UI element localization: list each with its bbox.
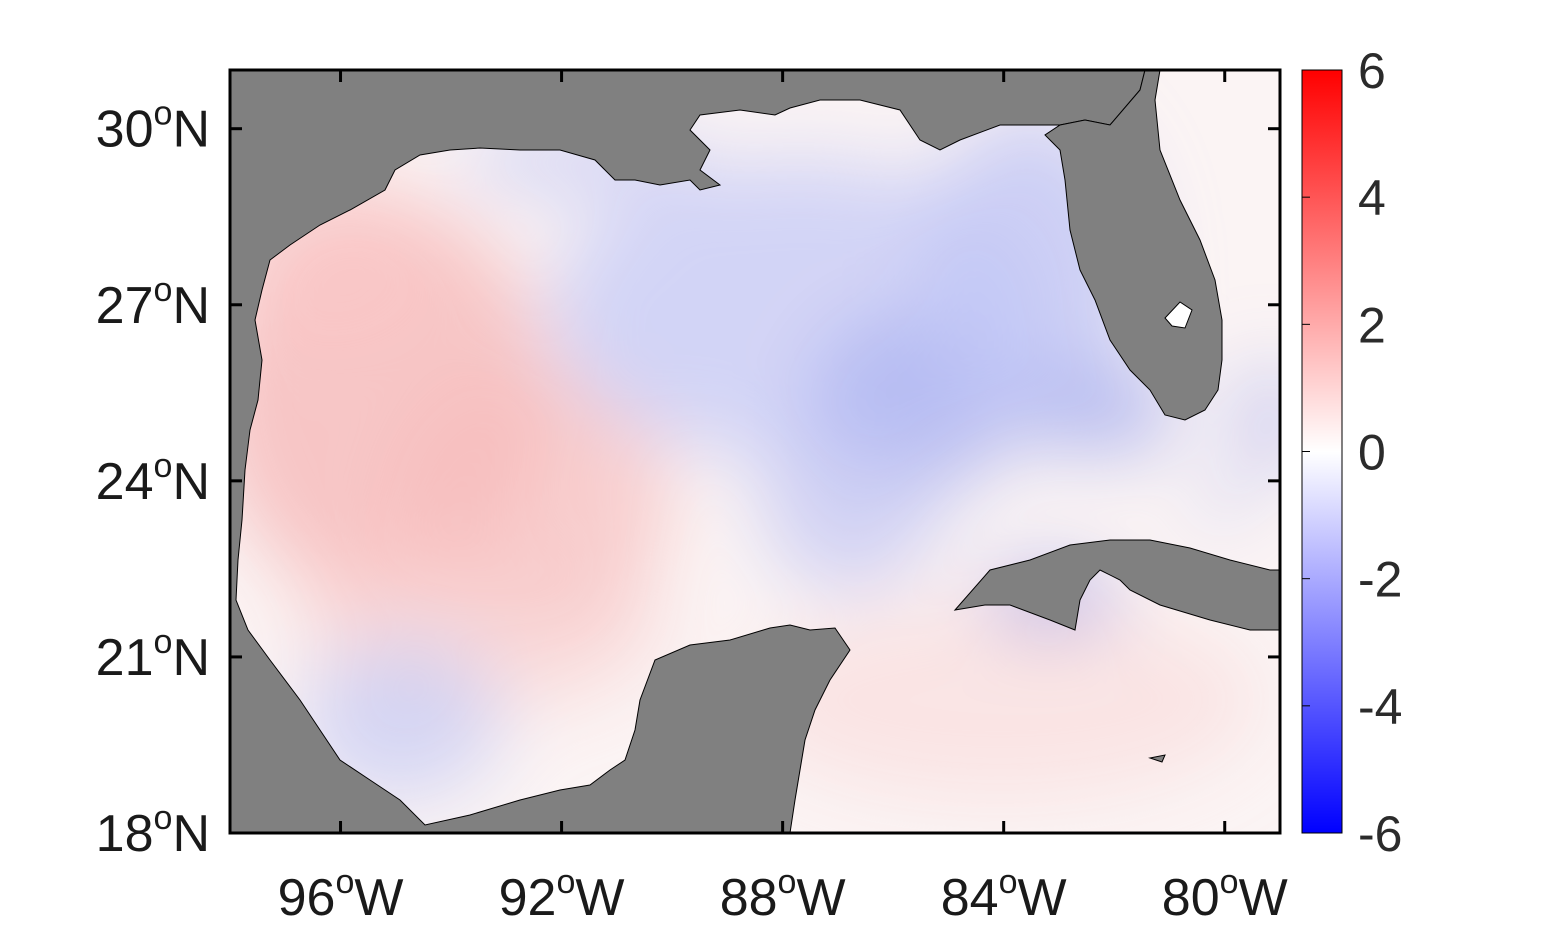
lon-label-88: 88oW xyxy=(720,863,846,927)
land-cuba xyxy=(953,539,1280,631)
colorbar-labels: 6 4 2 0 -2 -4 -6 xyxy=(1358,43,1402,862)
land-florida xyxy=(1044,70,1223,421)
land-north-america xyxy=(230,70,1146,833)
colorbar-label: 0 xyxy=(1358,425,1386,481)
lon-label-84: 84oW xyxy=(941,863,1067,927)
lat-label-21: 21oN xyxy=(96,623,210,687)
axis-ticks xyxy=(230,70,1280,835)
longitude-labels: 96oW 92oW 88oW 84oW 80oW xyxy=(278,863,1288,927)
colorbar-label: 4 xyxy=(1358,170,1386,226)
lat-label-27: 27oN xyxy=(96,271,210,335)
map-frame xyxy=(228,68,1282,835)
latitude-labels: 30oN 27oN 24oN 21oN 18oN xyxy=(96,95,210,863)
colorbar-ticks xyxy=(1302,69,1310,834)
lat-label-24: 24oN xyxy=(96,447,210,511)
land-masses xyxy=(230,70,1280,833)
colorbar-label: -4 xyxy=(1358,679,1402,735)
lon-label-96: 96oW xyxy=(278,863,404,927)
colorbar-label: -6 xyxy=(1358,806,1402,862)
lat-label-30: 30oN xyxy=(96,95,210,159)
lon-label-80: 80oW xyxy=(1162,863,1288,927)
colorbar-label: -2 xyxy=(1358,552,1402,608)
lon-label-92: 92oW xyxy=(499,863,625,927)
colorbar-label: 6 xyxy=(1358,43,1386,99)
lat-label-18: 18oN xyxy=(96,799,210,863)
lake-okeechobee xyxy=(1164,301,1193,329)
colorbar-label: 2 xyxy=(1358,297,1386,353)
